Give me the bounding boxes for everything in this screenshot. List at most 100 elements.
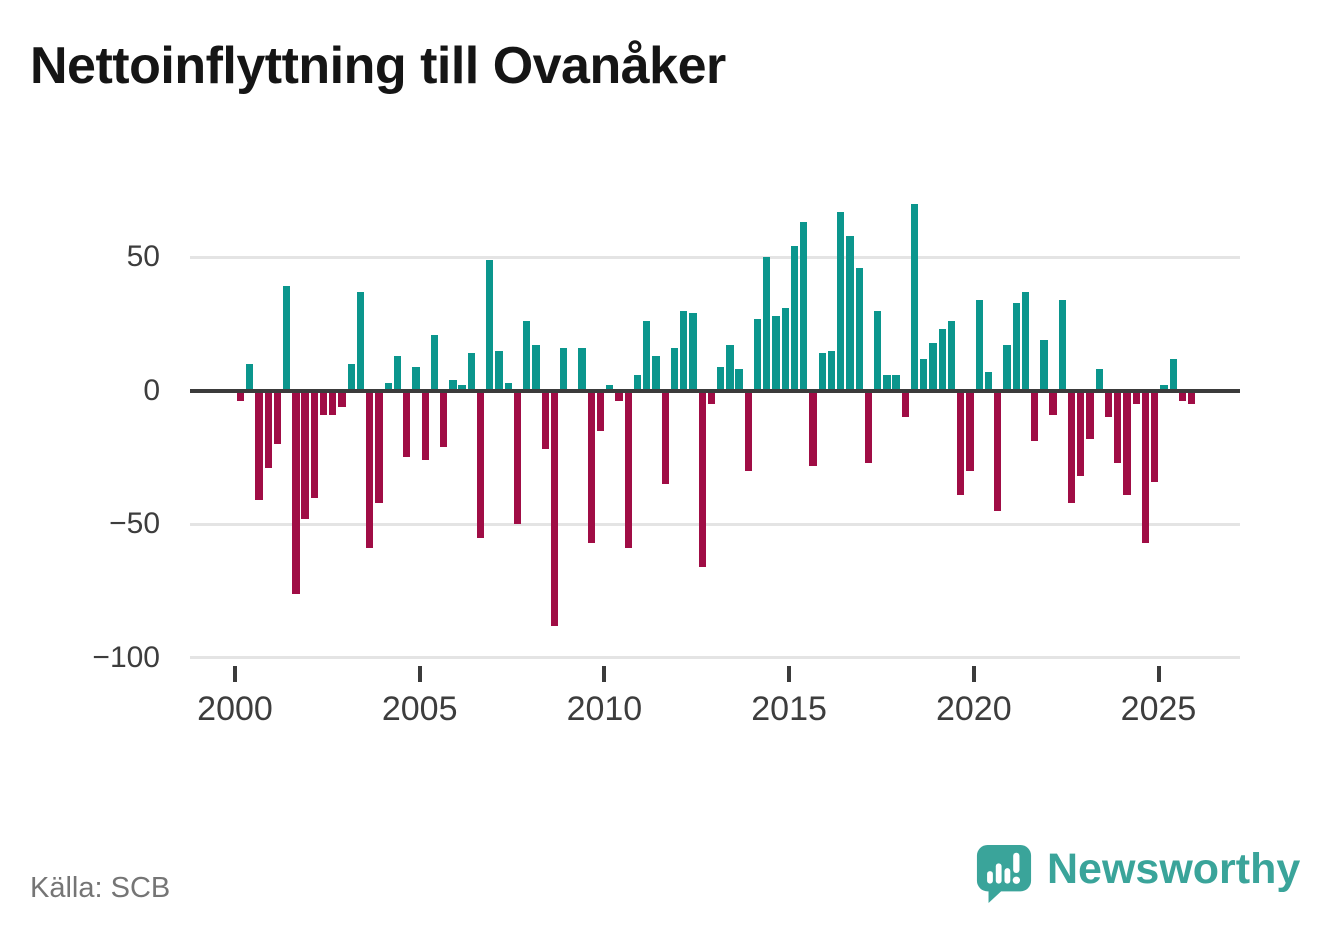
bar-2003-Q4 [375, 390, 383, 503]
x-axis-tick-2020 [971, 666, 976, 682]
x-axis-tick-2000 [233, 666, 237, 682]
bar-2018-Q2 [910, 203, 919, 391]
bar-2002-Q2 [319, 390, 328, 415]
bar-2012-Q2 [689, 313, 697, 391]
y-axis-label--50: −50 [109, 507, 160, 541]
bar-2013-Q2 [726, 345, 734, 391]
bar-2023-Q3 [1104, 390, 1113, 418]
bar-2022-Q1 [1049, 390, 1057, 415]
bar-2008-Q2 [541, 390, 549, 450]
bar-2012-Q1 [680, 310, 688, 391]
bar-2009-Q2 [578, 347, 586, 391]
bar-2003-Q2 [356, 291, 365, 391]
x-axis-label-2000: 2000 [197, 690, 273, 728]
bar-2018-Q4 [929, 342, 937, 391]
bar-2021-Q3 [1031, 390, 1039, 442]
bar-2002-Q4 [338, 390, 346, 407]
x-axis-label-2005: 2005 [381, 690, 458, 728]
bar-2010-Q2 [615, 390, 623, 402]
bar-2001-Q1 [273, 390, 282, 445]
bar-2019-Q4 [966, 390, 974, 471]
bar-2002-Q1 [310, 390, 318, 498]
x-axis-tick-2005 [417, 666, 422, 682]
bar-2003-Q1 [347, 363, 355, 391]
bar-2008-Q1 [532, 345, 540, 391]
bar-2005-Q4 [449, 380, 457, 391]
bar-2024-Q3 [1141, 390, 1150, 543]
bar-2014-Q2 [763, 257, 771, 391]
newsworthy-logo: Newsworthy [975, 843, 1300, 903]
bar-2016-Q1 [827, 350, 836, 391]
x-axis-tick-2010 [602, 666, 607, 682]
bar-2024-Q1 [1123, 390, 1131, 495]
bar-2021-Q1 [1012, 302, 1020, 391]
bar-2021-Q2 [1021, 291, 1030, 391]
bar-2005-Q1 [421, 390, 429, 461]
bar-2022-Q2 [1058, 299, 1066, 391]
bar-2007-Q4 [523, 321, 531, 391]
gridline--100 [190, 656, 1240, 660]
x-axis-label-2025: 2025 [1120, 690, 1197, 728]
x-axis-label-2020: 2020 [935, 690, 1012, 728]
bar-2017-Q4 [892, 374, 900, 391]
bar-2013-Q1 [717, 366, 725, 391]
bar-2011-Q3 [661, 390, 669, 485]
bar-2019-Q1 [938, 329, 946, 391]
bar-2019-Q2 [947, 321, 956, 391]
bar-2003-Q3 [366, 390, 374, 549]
bar-2014-Q3 [772, 315, 780, 391]
bar-2006-Q4 [486, 259, 494, 391]
bar-2012-Q4 [707, 390, 716, 405]
bar-2023-Q1 [1086, 390, 1094, 439]
chart-title: Nettoinflyttning till Ovanåker [30, 37, 726, 95]
bar-2018-Q3 [920, 358, 928, 391]
bar-2001-Q2 [282, 286, 291, 391]
bar-2015-Q2 [800, 222, 808, 391]
bar-2013-Q3 [735, 369, 743, 391]
bar-2017-Q3 [883, 374, 891, 391]
bar-2015-Q4 [818, 353, 826, 391]
bar-2000-Q4 [264, 390, 272, 469]
bar-2008-Q4 [560, 347, 568, 391]
bar-2010-Q1 [606, 385, 614, 391]
bar-2005-Q3 [439, 390, 448, 447]
x-axis-label-2015: 2015 [751, 690, 827, 728]
bar-2017-Q2 [874, 310, 882, 391]
bar-2004-Q4 [412, 366, 420, 391]
bar-2006-Q3 [476, 390, 485, 538]
bar-2000-Q1 [236, 390, 245, 402]
bar-2004-Q2 [393, 355, 402, 391]
bar-2001-Q4 [301, 390, 309, 519]
bar-2007-Q1 [495, 350, 503, 391]
bar-2009-Q3 [587, 390, 596, 543]
bar-2023-Q4 [1114, 390, 1122, 463]
x-axis-tick-2025 [1156, 666, 1161, 682]
zero-line [190, 388, 1240, 393]
bar-2011-Q2 [652, 355, 660, 391]
bar-2022-Q3 [1067, 390, 1076, 503]
newsworthy-wordmark: Newsworthy [1047, 844, 1301, 893]
bar-2007-Q3 [513, 390, 522, 525]
gridline--50 [190, 522, 1240, 526]
x-axis-tick-2015 [787, 666, 792, 682]
newsworthy-logo-icon [976, 844, 1032, 903]
bar-2014-Q4 [781, 307, 789, 391]
bar-2001-Q3 [292, 390, 300, 594]
bar-2006-Q1 [458, 385, 466, 391]
bar-2015-Q1 [790, 246, 799, 391]
bar-2023-Q2 [1095, 369, 1103, 391]
bar-2000-Q2 [246, 363, 254, 391]
bar-2007-Q2 [504, 382, 512, 391]
bar-2011-Q1 [643, 321, 651, 391]
bar-2024-Q2 [1132, 390, 1140, 405]
bar-2025-Q4 [1188, 390, 1196, 405]
bar-2020-Q1 [975, 299, 983, 391]
bar-2005-Q2 [430, 334, 439, 391]
bar-2016-Q2 [837, 211, 845, 391]
bar-2020-Q3 [994, 390, 1002, 511]
bar-2016-Q3 [846, 235, 854, 391]
bar-2012-Q3 [698, 390, 706, 568]
bar-2014-Q1 [753, 318, 762, 391]
bar-2006-Q2 [467, 353, 475, 391]
